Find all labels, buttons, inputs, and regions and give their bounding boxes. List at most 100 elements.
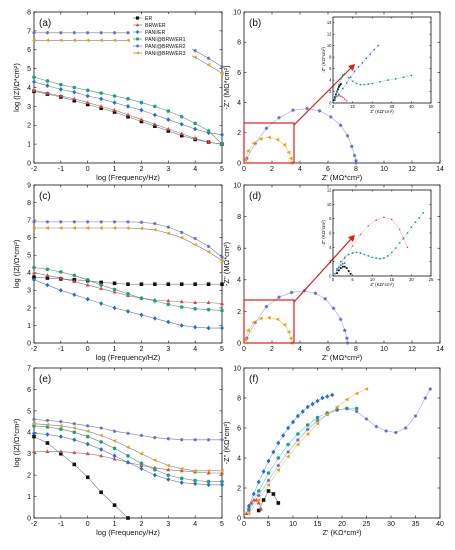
data-point <box>58 93 63 98</box>
data-point <box>349 76 352 79</box>
data-point <box>126 454 130 458</box>
data-point <box>323 296 327 301</box>
data-point <box>422 212 425 214</box>
data-point <box>45 79 50 83</box>
x-tick-label: 6 <box>326 346 330 353</box>
data-point <box>85 100 90 105</box>
series-pani-brw-er2 <box>32 417 224 442</box>
data-point <box>166 129 171 133</box>
data-point <box>305 404 310 410</box>
series-pani-brw-er1 <box>32 265 224 313</box>
series-pani-brw-er2 <box>245 106 358 165</box>
data-point <box>72 421 77 426</box>
data-point <box>305 106 309 111</box>
y-tick-label: 0 <box>237 340 241 347</box>
series-line <box>334 45 379 101</box>
x-tick-label: 0 <box>86 166 90 173</box>
data-point <box>45 276 50 280</box>
data-point <box>338 317 343 322</box>
y-tick-label: 9 <box>27 182 31 189</box>
data-point <box>266 483 271 487</box>
data-point <box>193 236 197 241</box>
data-point <box>139 312 144 318</box>
y-tick-label: 4 <box>27 430 31 437</box>
series-pani-brw-er3 <box>243 315 294 345</box>
inset-x-tick-label: 25 <box>429 277 434 282</box>
data-point <box>206 140 211 144</box>
inset-y-tick-label: 10 <box>327 43 332 48</box>
data-point <box>220 132 224 138</box>
data-point <box>352 153 357 158</box>
data-point <box>193 48 197 53</box>
data-point <box>72 226 76 230</box>
series-pani-er <box>333 44 380 102</box>
series-pani-brw-er1 <box>336 212 425 270</box>
inset-x-axis-label: Z' (KΩ*cm²) <box>370 109 394 114</box>
data-point <box>59 427 63 431</box>
data-point <box>193 121 197 126</box>
data-point <box>345 336 349 341</box>
data-point <box>364 387 369 391</box>
data-point <box>126 30 130 35</box>
data-point <box>343 256 346 259</box>
data-point <box>345 134 350 138</box>
data-point <box>58 423 63 428</box>
data-point <box>32 79 36 85</box>
series-brw-er <box>333 94 348 102</box>
data-point <box>343 328 347 333</box>
data-point <box>58 275 63 280</box>
data-point <box>99 426 103 430</box>
x-tick-label: -1 <box>58 166 64 173</box>
data-point <box>206 244 211 249</box>
data-point <box>337 83 340 86</box>
data-point <box>192 55 197 60</box>
data-point <box>354 391 359 396</box>
data-point <box>152 465 157 470</box>
series-pani-brw-er1 <box>334 72 413 100</box>
series-pani-brw-er2 <box>32 220 224 259</box>
data-point <box>179 323 184 328</box>
data-point <box>58 287 63 293</box>
y-tick-label: 0 <box>237 160 241 167</box>
series-line <box>248 408 357 510</box>
inset-x-tick-label: 15 <box>389 277 394 282</box>
y-tick-label: 4 <box>237 277 241 284</box>
inset-x-tick-label: 0 <box>332 104 335 109</box>
data-point <box>32 75 36 79</box>
data-point <box>339 78 342 80</box>
data-point <box>139 282 144 286</box>
inset-x-axis-label: Z' (KΩ*cm²) <box>370 282 394 287</box>
data-point <box>317 109 322 113</box>
data-point <box>386 255 389 257</box>
x-tick-label: 1 <box>113 521 117 528</box>
zoom-arrow-head <box>348 64 355 71</box>
data-point <box>72 437 77 443</box>
inset-y-tick-label: 8 <box>329 55 332 60</box>
data-point <box>32 277 36 283</box>
inset-x-tick-label: 0 <box>332 277 335 282</box>
data-point <box>406 246 409 249</box>
data-point <box>258 136 263 141</box>
data-point <box>377 44 380 47</box>
data-point <box>220 282 224 286</box>
data-point <box>99 301 104 306</box>
data-point <box>139 100 144 105</box>
data-point <box>99 453 104 458</box>
series-line <box>245 137 292 164</box>
plot-frame <box>33 184 223 344</box>
series-pani-brw-er1 <box>32 75 224 146</box>
data-point <box>339 83 342 85</box>
data-point <box>206 307 211 312</box>
data-point <box>402 76 405 79</box>
y-tick-label: 4 <box>27 85 31 92</box>
data-point <box>139 107 144 113</box>
y-tick-label: 8 <box>27 9 31 16</box>
series-line <box>248 388 431 511</box>
data-point <box>355 251 358 254</box>
data-point <box>394 247 397 249</box>
data-point <box>166 463 170 468</box>
data-point <box>334 97 336 100</box>
y-axis-label: -Z'' (KΩ*cm²) <box>222 421 231 465</box>
x-tick-label: 4 <box>193 346 197 353</box>
data-point <box>166 473 171 477</box>
